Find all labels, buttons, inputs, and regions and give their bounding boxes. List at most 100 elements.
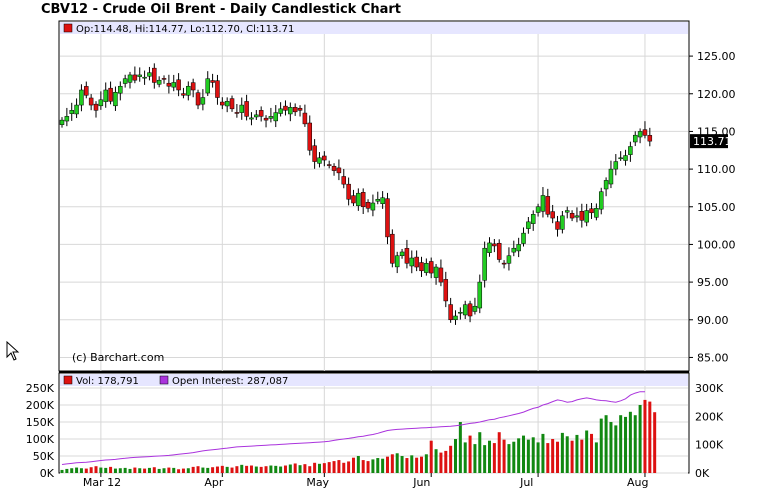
price-tick-label: 95.00 [697,276,729,289]
volume-bar [172,467,176,473]
candle-body [171,82,176,88]
copyright-label: (c) Barchart.com [72,351,164,364]
candle-body [438,267,444,283]
last-price-label: 113.71 [693,135,732,148]
candle-body [569,212,575,219]
candle [394,251,400,274]
volume-bar [211,467,215,473]
candle-body [380,197,385,205]
candle-body [487,242,492,253]
volume-bar [410,455,414,473]
volume-bar [152,467,156,473]
volume-bar [590,433,594,473]
volume-bar [308,466,312,473]
volume-bar [118,468,122,473]
volume-bar [79,468,83,473]
candle-body [360,192,366,208]
candle [530,210,536,231]
candle [550,204,555,224]
price-tick-label: 100.00 [697,238,736,251]
candle-body [365,201,371,209]
candle [594,203,599,221]
candle-body [496,242,502,260]
oi-tick-label: 100K [695,439,724,452]
candle [535,203,541,217]
month-label: Mar 12 [83,476,121,489]
candle [589,203,594,219]
candle-body [186,85,191,96]
volume-bar [254,466,258,473]
candle [93,101,99,118]
month-axis: Mar 12 Apr May Jun Jul Aug [83,473,648,489]
volume-bar [361,460,365,473]
volume-bar [274,465,278,473]
volume-bar [424,454,428,473]
candles [59,63,653,325]
candle [511,240,517,257]
candle-body [458,311,463,314]
candle [623,149,628,166]
candle-body [220,101,225,106]
candle [161,75,167,84]
candle [487,237,492,257]
volume-bar [565,436,569,473]
candle [142,70,147,85]
open-interest-label: Open Interest: 287,087 [172,376,288,387]
candle [433,264,439,285]
candle-body [642,129,648,136]
candle [540,187,546,218]
candle [462,300,468,320]
candle [346,177,351,206]
volume-bar [619,415,623,473]
candle-body [205,78,210,94]
candle-body [88,97,94,106]
candle-body [594,208,599,218]
candle-body [472,305,478,312]
candle-body [375,198,381,202]
candle-body [424,263,429,273]
candle-body [511,247,517,253]
volume-bar [342,462,346,473]
candle [399,248,405,259]
candle-body [98,99,104,107]
candle [147,66,152,81]
candle-body [390,233,395,264]
candle [268,107,274,123]
volume-bar [313,462,317,473]
volume-bar [99,467,103,473]
candle-body [307,122,313,151]
candle-body [103,89,108,102]
volume-bar [70,468,74,473]
candle [390,229,395,268]
candle [598,187,604,215]
candle [632,131,638,147]
volume-label: Vol: 178,791 [76,376,139,387]
volume-bar [225,466,229,473]
candle-body [79,89,84,106]
candle [195,89,201,110]
candle [127,71,133,89]
price-info-bar [60,22,688,34]
candle-body [623,155,628,161]
candle-body [118,85,123,94]
volume-bar [303,464,307,473]
candle [258,106,264,122]
candle-body [132,74,138,81]
candle [584,203,589,227]
volume-bar [123,467,127,473]
candle-body [273,112,279,122]
volume-bar [512,441,516,473]
candle-body [530,214,536,224]
candle-body [506,255,512,264]
candle-body [647,135,653,142]
candle [628,141,633,162]
candle-body [482,247,487,281]
candle [414,250,419,272]
candle-body [331,165,337,171]
volume-bar [653,412,657,473]
candle [613,154,619,176]
candle-body [142,76,147,79]
volume-bar [347,461,351,473]
candle [443,271,449,308]
candle-body [161,78,167,80]
